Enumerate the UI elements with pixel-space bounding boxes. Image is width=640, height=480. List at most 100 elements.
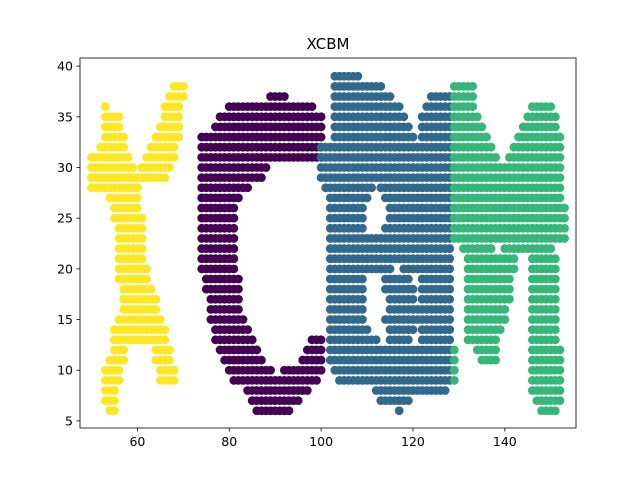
point-m <box>468 92 478 101</box>
point-m <box>550 264 560 274</box>
point-b <box>403 274 413 284</box>
x-tick-label: 60 <box>129 434 145 449</box>
point-x <box>137 244 147 253</box>
point-m <box>555 345 565 355</box>
series-x <box>87 81 188 416</box>
point-c <box>252 345 262 355</box>
point-m <box>477 122 487 132</box>
point-x <box>119 355 129 365</box>
point-b <box>394 102 404 112</box>
point-b <box>403 396 413 406</box>
point-m <box>555 173 565 183</box>
point-c <box>293 396 303 406</box>
point-m <box>550 315 560 324</box>
point-b <box>385 92 395 101</box>
point-m <box>505 284 514 294</box>
point-m <box>560 203 569 213</box>
point-m <box>555 355 565 365</box>
point-b <box>362 193 372 203</box>
point-x <box>169 142 179 152</box>
point-c <box>234 274 243 284</box>
point-m <box>509 264 519 274</box>
point-x <box>174 112 184 122</box>
point-x <box>155 315 165 324</box>
point-c <box>229 264 239 274</box>
point-x <box>165 163 174 172</box>
point-m <box>500 305 510 314</box>
point-b <box>445 335 455 345</box>
point-m <box>555 396 565 406</box>
point-b <box>445 264 455 274</box>
point-c <box>238 315 248 324</box>
point-m <box>560 213 569 223</box>
point-x <box>110 396 119 406</box>
point-b <box>408 132 418 142</box>
point-b <box>445 325 455 335</box>
point-c <box>234 284 243 294</box>
point-m <box>472 112 482 122</box>
point-c <box>234 305 243 314</box>
point-x <box>142 274 151 284</box>
axes-layer: 60 80 100 120 140 5 10 15 20 25 30 35 40 <box>57 57 577 449</box>
point-b <box>371 335 381 345</box>
x-tick-label: 80 <box>221 434 237 449</box>
point-x <box>110 406 119 416</box>
point-x <box>165 345 174 355</box>
y-tick-label: 10 <box>57 363 73 378</box>
point-m <box>550 305 560 314</box>
point-b <box>358 203 367 213</box>
point-m <box>491 152 501 162</box>
point-m <box>486 244 496 253</box>
point-b <box>358 223 367 233</box>
point-m <box>555 152 565 162</box>
point-m <box>555 183 565 193</box>
series-m <box>449 81 569 416</box>
y-tick-label: 25 <box>57 211 73 226</box>
point-m <box>550 406 560 416</box>
point-b <box>408 325 418 335</box>
point-m <box>550 294 560 304</box>
point-m <box>550 274 560 284</box>
point-x <box>114 112 124 122</box>
point-b <box>353 71 363 81</box>
y-tick-label: 20 <box>57 261 73 276</box>
point-x <box>119 132 129 142</box>
y-tick-label: 35 <box>57 109 73 124</box>
point-m <box>546 244 556 253</box>
point-m <box>505 274 514 284</box>
point-c <box>316 132 326 142</box>
point-c <box>316 122 326 132</box>
point-b <box>362 325 372 335</box>
point-b <box>358 315 367 324</box>
point-c <box>316 365 326 375</box>
point-x <box>142 264 151 274</box>
point-m <box>550 325 560 335</box>
point-b <box>440 386 450 395</box>
point-c <box>316 112 326 122</box>
point-x <box>146 284 156 294</box>
point-c <box>229 213 239 223</box>
point-m <box>491 355 501 365</box>
point-b <box>445 254 455 264</box>
point-b <box>403 335 413 345</box>
point-c <box>261 163 271 172</box>
point-c <box>302 386 312 395</box>
point-x <box>119 142 129 152</box>
point-b <box>385 264 395 274</box>
point-m <box>555 386 565 395</box>
points-layer <box>87 71 569 416</box>
point-x <box>114 365 124 375</box>
point-m <box>555 193 565 203</box>
point-c <box>279 92 289 101</box>
point-b <box>358 274 367 284</box>
point-m <box>500 315 510 324</box>
point-c <box>234 193 243 203</box>
point-m <box>555 365 565 375</box>
point-x <box>114 375 124 385</box>
point-x <box>110 386 119 395</box>
point-m <box>495 325 505 335</box>
point-b <box>367 183 377 193</box>
point-m <box>560 234 569 243</box>
point-x <box>151 294 161 304</box>
